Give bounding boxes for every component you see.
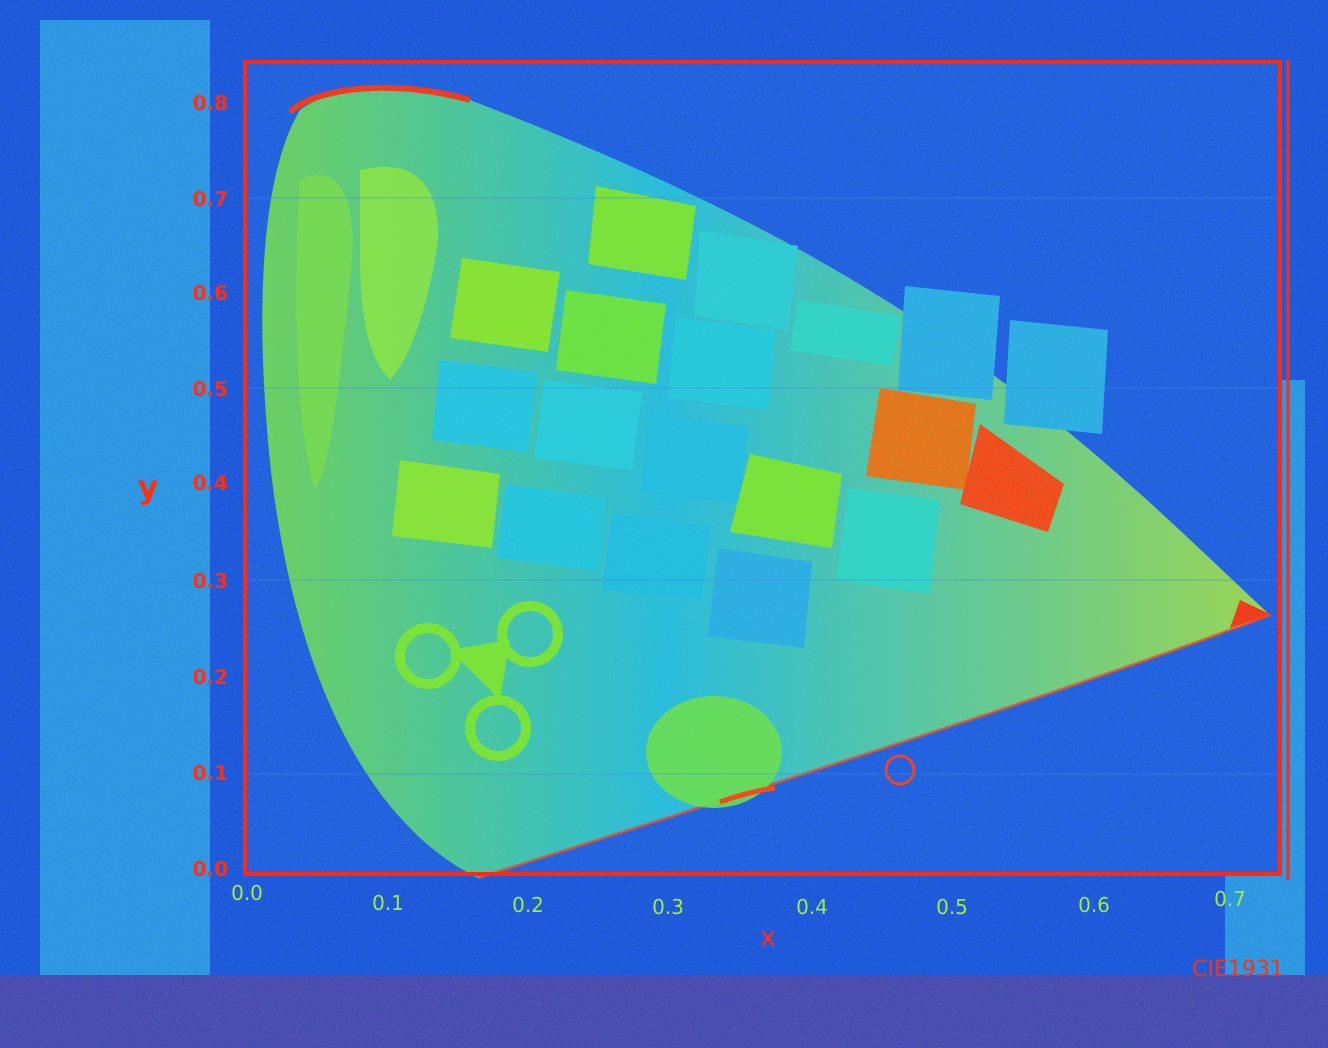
x-tick-label: 0.4 [796, 895, 828, 919]
y-tick-label: 0.3 [193, 569, 228, 593]
x-tick-label: 0.3 [652, 895, 684, 919]
plot-frame [243, 60, 1282, 876]
x-axis-label: x [760, 920, 777, 953]
y-tick-label: 0.1 [193, 761, 228, 785]
y-tick-labels: 0.0 0.1 0.2 0.3 0.4 0.5 0.6 0.7 0.8 [193, 91, 228, 881]
x-tick-labels: 0.0 0.1 0.2 0.3 0.4 0.5 0.6 0.7 [231, 881, 1246, 919]
x-tick-label: 0.5 [936, 895, 968, 919]
x-tick-label: 0.2 [512, 893, 544, 917]
y-tick-label: 0.6 [193, 281, 228, 305]
x-tick-label: 0.7 [1214, 887, 1246, 911]
y-tick-label: 0.2 [193, 665, 228, 689]
y-tick-label: 0.8 [193, 91, 228, 115]
x-tick-label: 0.6 [1078, 893, 1110, 917]
y-tick-label: 0.7 [193, 187, 228, 211]
y-tick-label: 0.5 [193, 377, 228, 401]
y-tick-label: 0.0 [193, 857, 228, 881]
x-tick-label: 0.0 [231, 881, 263, 905]
y-tick-label: 0.4 [193, 471, 228, 495]
x-tick-label: 0.1 [372, 891, 404, 915]
caption: CIE1931 [1192, 957, 1284, 982]
y-axis-label: y [138, 468, 159, 506]
